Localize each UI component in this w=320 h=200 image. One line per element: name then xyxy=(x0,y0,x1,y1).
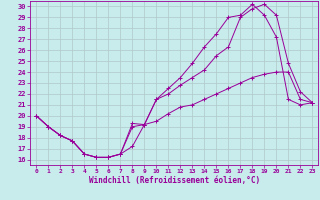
X-axis label: Windchill (Refroidissement éolien,°C): Windchill (Refroidissement éolien,°C) xyxy=(89,176,260,185)
